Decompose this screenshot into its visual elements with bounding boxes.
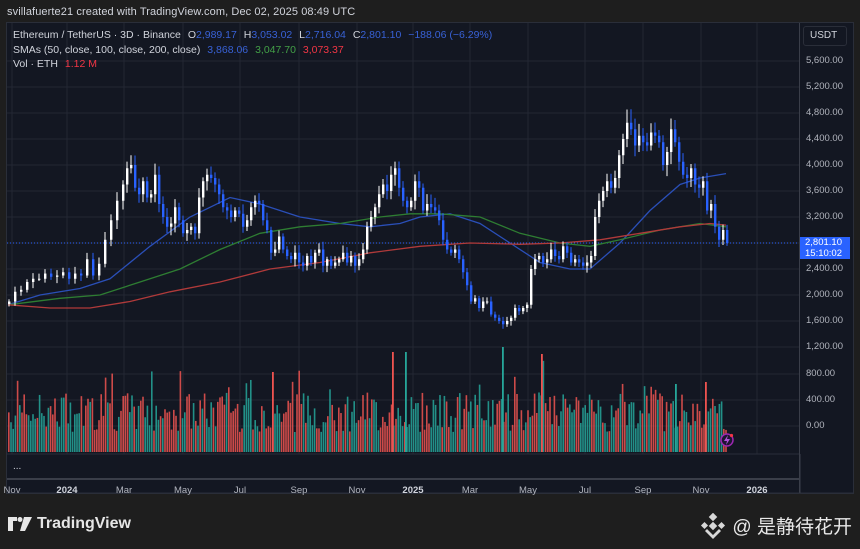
sma-label[interactable]: SMAs (50, close, 100, close, 200, close)	[13, 43, 201, 56]
time-tick: Sep	[290, 485, 308, 496]
time-tick: Nov	[3, 485, 21, 496]
volume-value: 1.12 M	[64, 58, 97, 70]
price-tick: 4,800.00	[806, 107, 843, 118]
ohlc-open: O2,989.17	[187, 29, 237, 41]
time-tick: 2026	[746, 485, 768, 496]
price-tick: 2,400.00	[806, 263, 843, 274]
tradingview-logo-icon	[8, 517, 32, 531]
time-tick: May	[519, 485, 537, 496]
pane-menu-button[interactable]: ...	[13, 461, 22, 472]
volume-label[interactable]: Vol · ETH	[13, 58, 58, 70]
price-tick: 5,600.00	[806, 55, 843, 66]
price-tick: 1,600.00	[806, 315, 843, 326]
symbol-name[interactable]: Ethereum / TetherUS · 3D · Binance	[13, 29, 181, 41]
watermark-text: @ 是静待花开	[732, 517, 852, 538]
price-tick: 3,200.00	[806, 211, 843, 222]
time-tick: Mar	[461, 485, 479, 496]
time-tick: Nov	[692, 485, 710, 496]
price-tick: 4,000.00	[806, 159, 843, 170]
watermark: @ 是静待花开	[700, 512, 852, 539]
bar-countdown: 15:10:02	[805, 247, 842, 259]
sma50-value: 3,868.06	[207, 43, 249, 56]
ohlc-close: C2,801.10	[352, 29, 402, 41]
sma200-value: 3,073.37	[302, 43, 344, 56]
tradingview-logo: TradingView	[8, 515, 131, 533]
time-tick: Sep	[634, 485, 652, 496]
ohlc-low: L2,716.04	[299, 29, 346, 41]
volume-row[interactable]: Vol · ETH 1.12 M	[13, 57, 496, 72]
tradingview-brand: TradingView	[37, 515, 131, 532]
time-tick: May	[174, 485, 192, 496]
chart-legend: Ethereum / TetherUS · 3D · Binance O2,98…	[13, 28, 496, 72]
time-tick: Mar	[115, 485, 133, 496]
currency-button[interactable]: USDT	[803, 26, 847, 46]
time-tick: 2025	[402, 485, 424, 496]
sma-row[interactable]: SMAs (50, close, 100, close, 200, close)…	[13, 43, 496, 58]
last-price-value: 2,801.10	[805, 237, 842, 248]
binance-diamond-icon	[701, 512, 726, 539]
price-tick: 5,200.00	[806, 81, 843, 92]
ohlc-high: H3,053.02	[243, 29, 293, 41]
time-tick: 2024	[56, 485, 78, 496]
time-tick: Jul	[578, 485, 592, 496]
price-tick: 2,000.00	[806, 289, 843, 300]
volume-tick: 800.00	[806, 368, 836, 379]
time-tick: Jul	[233, 485, 247, 496]
price-tick: 4,400.00	[806, 133, 843, 144]
time-tick: Nov	[348, 485, 366, 496]
price-change: −188.06 (−6.29%)	[408, 29, 493, 41]
symbol-row[interactable]: Ethereum / TetherUS · 3D · Binance O2,98…	[13, 28, 496, 43]
volume-tick: 1,200.00	[806, 341, 843, 352]
sma100-value: 3,047.70	[255, 43, 296, 56]
creator-text: svillafuerte21 created with TradingView.…	[7, 6, 356, 18]
price-tick: 3,600.00	[806, 185, 843, 196]
last-price-label: 2,801.10 15:10:02	[800, 237, 850, 259]
volume-tick: 0.00	[806, 420, 825, 431]
volume-tick: 400.00	[806, 394, 836, 405]
